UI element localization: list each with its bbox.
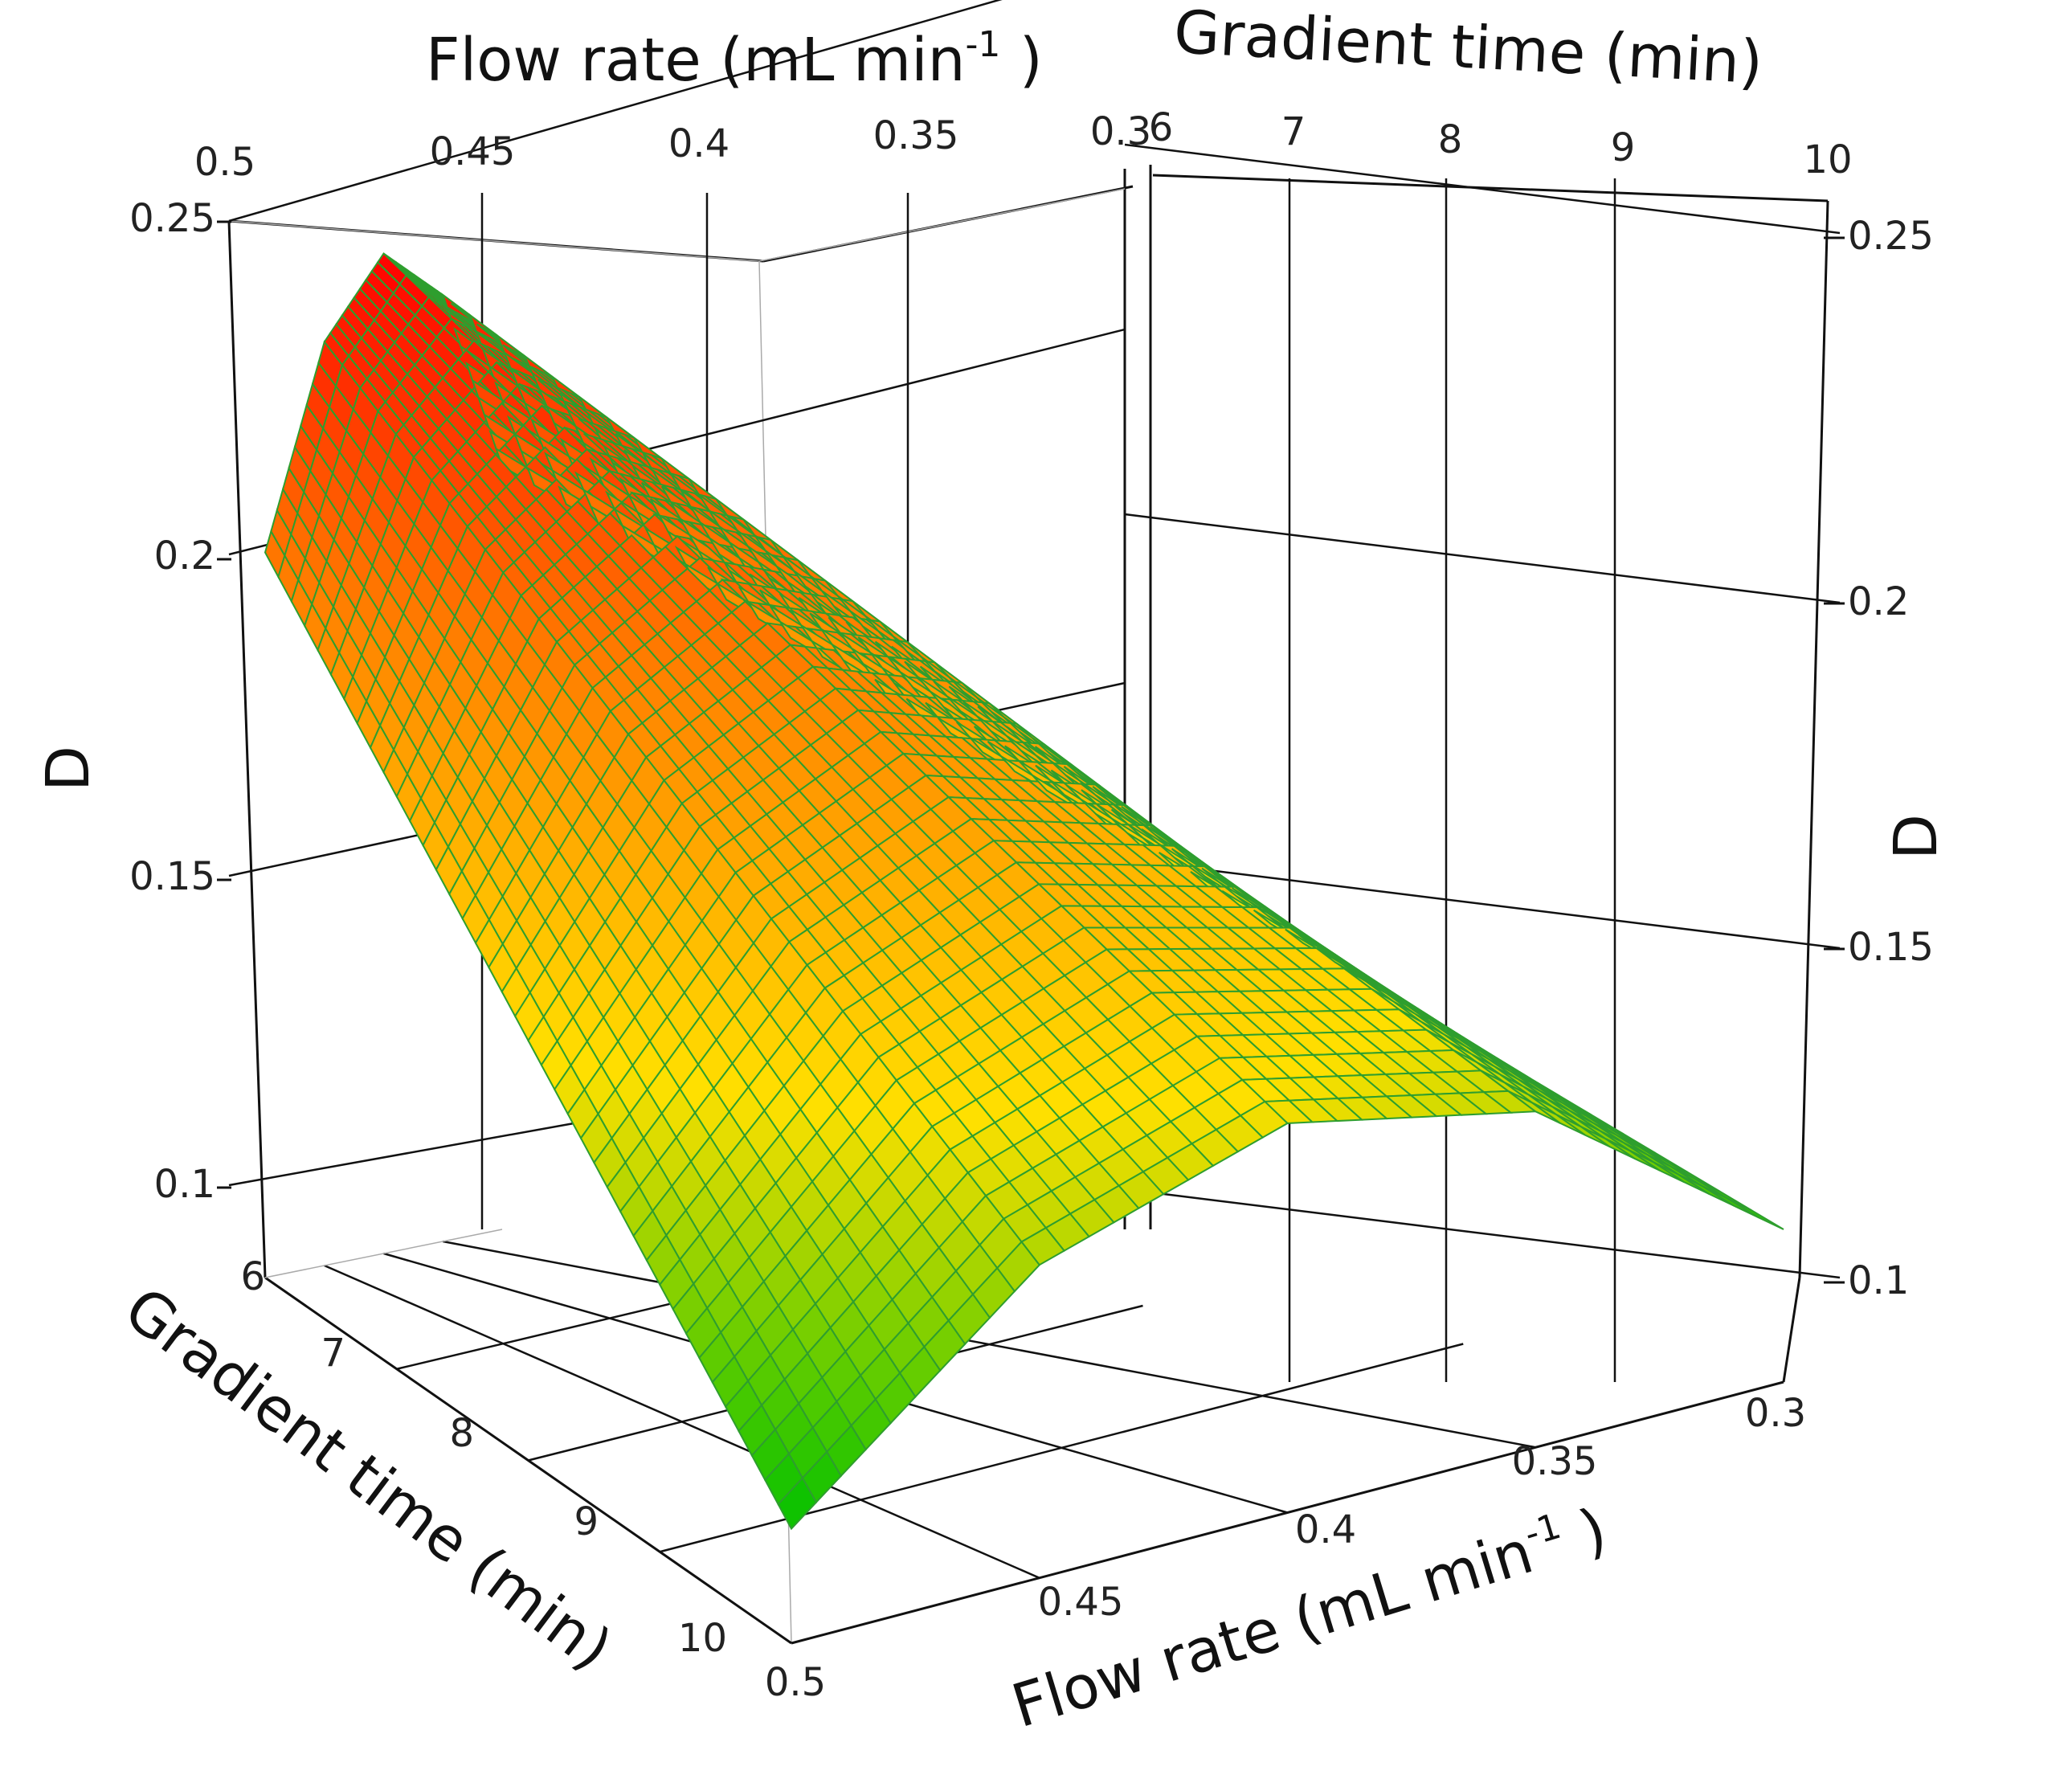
z-tick-left: 0.25	[129, 196, 215, 241]
surface-patch	[1727, 1197, 1784, 1230]
left-wall-gridline	[228, 0, 1003, 223]
left-z-edge	[227, 220, 267, 1278]
back-top-thin-2	[758, 188, 1126, 262]
x-tick-top: 0.4	[668, 121, 729, 166]
x-tick-top: 0.5	[194, 140, 255, 185]
y-tick-front: 7	[321, 1331, 345, 1376]
z-axis-title-right: D	[1882, 814, 1951, 860]
x-tick-front: 0.3	[1745, 1391, 1806, 1436]
y-tick-top: 10	[1803, 137, 1852, 182]
y-tick-top: 8	[1438, 117, 1463, 162]
z-tick-right: 0.2	[1848, 579, 1909, 624]
y-tick-top: 7	[1281, 109, 1306, 154]
right-wall-gridline	[1124, 143, 1841, 235]
top-right-edge	[1152, 174, 1829, 202]
z-tick-left: 0.1	[154, 1162, 215, 1207]
z-tick-right: 0.15	[1848, 925, 1934, 970]
y-tick-front: 6	[240, 1254, 265, 1299]
x-tick-front: 0.45	[1038, 1580, 1124, 1625]
y-axis-title-front: Gradient time (min)	[112, 1274, 624, 1684]
y-axis-title-top: Gradient time (min)	[1172, 0, 1764, 97]
response-surface	[264, 252, 1784, 1531]
right-wall-gridline	[1124, 513, 1841, 604]
z-axis-title-left: D	[34, 746, 103, 791]
front-right-floor-edge	[791, 1380, 1784, 1645]
y-tick-front: 9	[574, 1499, 599, 1544]
z-tick-right: 0.1	[1848, 1258, 1909, 1303]
right-z-edge	[1798, 200, 1829, 1278]
x-tick-top: 0.3	[1090, 109, 1151, 154]
x-tick-front: 0.35	[1512, 1439, 1598, 1484]
surface-patch	[777, 1476, 818, 1531]
right-wall-gridline	[1124, 1188, 1841, 1279]
y-tick-front: 8	[449, 1411, 474, 1456]
x-tick-front: 0.5	[765, 1660, 826, 1705]
y-tick-front: 10	[678, 1616, 727, 1661]
back-floor-edge	[264, 1229, 503, 1278]
x-tick-front: 0.4	[1295, 1507, 1356, 1552]
x-tick-top: 0.45	[430, 129, 516, 174]
tick-labels: 0.25 0.2 0.15 0.1 0.25 0.2 0.15 0.1 0.5 0.45 0.4 0.…	[129, 105, 1934, 1705]
right-floor-riser	[1782, 1277, 1801, 1383]
x-axis-title-top: Flow rate (mL min-1 )	[426, 24, 1043, 95]
back-top-thin	[228, 220, 760, 262]
y-tick-top: 6	[1149, 105, 1174, 150]
z-tick-left: 0.15	[129, 854, 215, 899]
y-tick-top: 9	[1611, 125, 1636, 170]
front-left-floor-edge	[264, 1276, 792, 1645]
right-wall-gridline	[1124, 858, 1841, 950]
x-tick-top: 0.35	[873, 113, 959, 158]
z-tick-right: 0.25	[1848, 214, 1934, 259]
chart-front-frame	[264, 1229, 1801, 1645]
z-tick-left: 0.2	[154, 534, 215, 579]
